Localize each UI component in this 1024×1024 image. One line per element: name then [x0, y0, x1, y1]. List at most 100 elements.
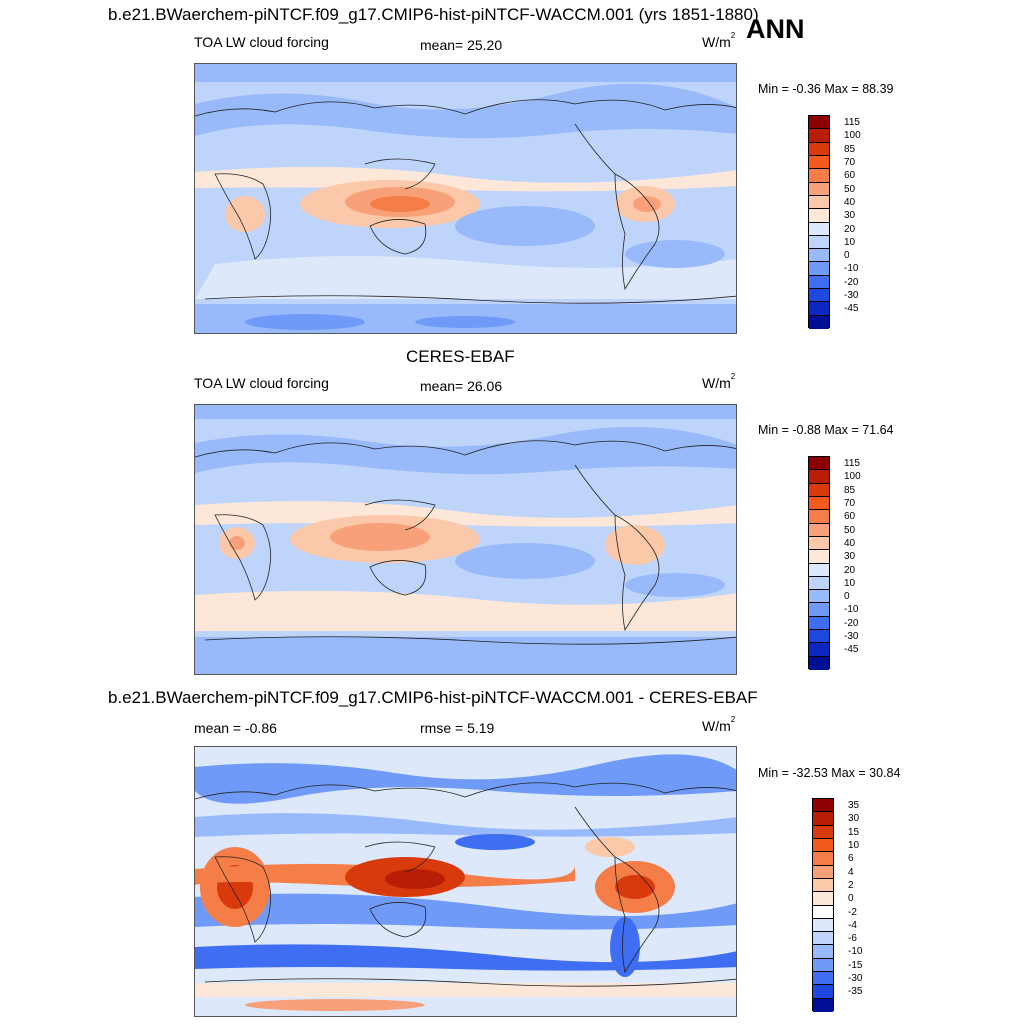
colorbar-tick-label: 70 — [844, 497, 856, 509]
panel-2-map — [194, 404, 737, 675]
colorbar-segment — [809, 576, 829, 591]
colorbar-tick-label: 85 — [844, 143, 856, 155]
colorbar-tick-label: 2 — [848, 879, 854, 891]
colorbar-segment — [813, 985, 833, 999]
colorbar-tick-label: 10 — [848, 839, 860, 851]
colorbar-segment — [809, 536, 829, 551]
colorbar-segment — [809, 169, 829, 183]
panel-2-unit: W/m2 — [702, 372, 736, 391]
colorbar-segment — [809, 222, 829, 236]
colorbar-segment — [813, 998, 833, 1012]
panel-2-colorbar — [808, 456, 830, 670]
colorbar-segment — [809, 155, 829, 170]
colorbar-segment — [809, 289, 829, 303]
colorbar-segment — [809, 630, 829, 644]
colorbar-tick-label: -6 — [848, 933, 857, 945]
panel-3-mean: mean = -0.86 — [194, 720, 277, 736]
panel-3-unit: W/m2 — [702, 715, 736, 734]
panel-1-map — [194, 63, 737, 334]
colorbar-tick-label: -30 — [844, 290, 859, 302]
colorbar-segment — [809, 195, 829, 210]
colorbar-segment — [813, 945, 833, 959]
colorbar-segment — [813, 918, 833, 933]
colorbar-tick-label: -15 — [848, 959, 863, 971]
colorbar-segment — [813, 892, 833, 906]
colorbar-tick-label: 0 — [848, 893, 854, 905]
colorbar-tick-label: -4 — [848, 919, 857, 931]
colorbar-segment — [809, 550, 829, 564]
colorbar-segment — [813, 932, 833, 946]
panel-2-minmax: Min = -0.88 Max = 71.64 — [758, 423, 894, 437]
panel-3-rmse: rmse = 5.19 — [420, 720, 495, 736]
colorbar-segment — [813, 905, 833, 919]
colorbar-segment — [809, 563, 829, 577]
panel-1-minmax: Min = -0.36 Max = 88.39 — [758, 82, 894, 96]
colorbar-segment — [809, 209, 829, 223]
colorbar-segment — [809, 496, 829, 511]
colorbar-tick-label: -45 — [844, 303, 859, 315]
panel-1-variable: TOA LW cloud forcing — [194, 34, 329, 50]
colorbar-tick-label: 30 — [844, 551, 856, 563]
colorbar-segment — [809, 510, 829, 524]
colorbar-tick-label: 50 — [844, 183, 856, 195]
colorbar-tick-label: 20 — [844, 564, 856, 576]
colorbar-segment — [813, 878, 833, 893]
panel-1-mean: mean= 25.20 — [420, 37, 503, 53]
colorbar-segment — [809, 275, 829, 290]
colorbar-segment — [813, 799, 833, 813]
panel-1-unit: W/m2 — [702, 31, 736, 50]
colorbar-segment — [809, 315, 829, 329]
colorbar-tick-label: 100 — [844, 130, 861, 142]
colorbar-tick-label: -20 — [844, 276, 859, 288]
panel-1-colorbar — [808, 115, 830, 329]
panel-2-mean: mean= 26.06 — [420, 378, 503, 394]
panel-3-map — [194, 746, 737, 1017]
colorbar-segment — [809, 142, 829, 156]
colorbar-segment — [809, 523, 829, 537]
colorbar-segment — [813, 852, 833, 866]
colorbar-tick-label: -10 — [848, 946, 863, 958]
colorbar-tick-label: 50 — [844, 524, 856, 536]
panel-1-title: b.e21.BWaerchem-piNTCF.f09_g17.CMIP6-his… — [108, 5, 759, 24]
colorbar-tick-label: -2 — [848, 906, 857, 918]
colorbar-tick-label: -10 — [844, 263, 859, 275]
colorbar-segment — [809, 616, 829, 631]
colorbar-tick-label: 100 — [844, 471, 861, 483]
colorbar-segment — [809, 129, 829, 143]
panel-2-variable: TOA LW cloud forcing — [194, 375, 329, 391]
panel-2-title: CERES-EBAF — [406, 347, 515, 366]
colorbar-tick-label: 60 — [844, 511, 856, 523]
colorbar-segment — [809, 470, 829, 484]
colorbar-segment — [813, 812, 833, 826]
colorbar-tick-label: 0 — [844, 250, 850, 262]
colorbar-tick-label: -30 — [848, 973, 863, 985]
colorbar-segment — [809, 116, 829, 130]
colorbar-segment — [809, 457, 829, 471]
colorbar-tick-label: -10 — [844, 604, 859, 616]
colorbar-segment — [809, 643, 829, 657]
colorbar-segment — [809, 262, 829, 276]
colorbar-tick-label: 115 — [844, 458, 860, 469]
colorbar-segment — [809, 590, 829, 604]
colorbar-tick-label: 70 — [844, 156, 856, 168]
panel-3-minmax: Min = -32.53 Max = 30.84 — [758, 766, 901, 780]
colorbar-tick-label: 30 — [844, 210, 856, 222]
colorbar-tick-label: 85 — [844, 484, 856, 496]
colorbar-segment — [813, 825, 833, 839]
colorbar-segment — [809, 302, 829, 316]
colorbar-tick-label: 4 — [848, 866, 854, 878]
colorbar-tick-label: 35 — [848, 800, 860, 811]
colorbar-tick-label: 60 — [844, 170, 856, 182]
colorbar-tick-label: 20 — [844, 223, 856, 235]
colorbar-tick-label: 40 — [844, 537, 856, 549]
colorbar-segment — [813, 972, 833, 986]
colorbar-segment — [813, 958, 833, 973]
colorbar-segment — [809, 182, 829, 196]
panel-3-title: b.e21.BWaerchem-piNTCF.f09_g17.CMIP6-his… — [108, 688, 758, 707]
colorbar-tick-label: 6 — [848, 853, 854, 865]
colorbar-tick-label: 10 — [844, 236, 856, 248]
colorbar-segment — [809, 235, 829, 250]
colorbar-tick-label: 0 — [844, 591, 850, 603]
colorbar-tick-label: -45 — [844, 644, 859, 656]
colorbar-tick-label: -30 — [844, 631, 859, 643]
